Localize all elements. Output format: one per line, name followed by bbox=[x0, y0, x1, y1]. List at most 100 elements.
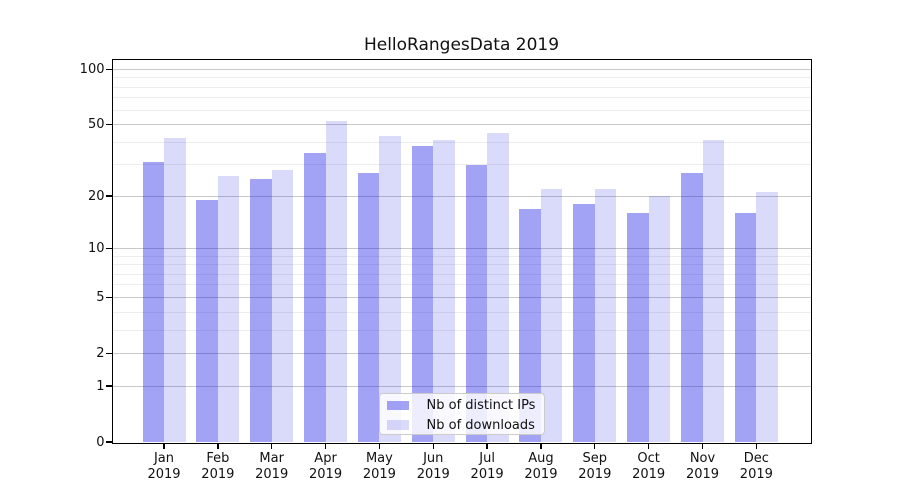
x-tick-mark bbox=[540, 443, 542, 449]
x-tick-mark bbox=[755, 443, 758, 449]
x-tick-month: Jan bbox=[153, 451, 175, 466]
y-gridline-major bbox=[113, 247, 811, 249]
y-gridline-minor bbox=[113, 284, 811, 286]
y-gridline-minor bbox=[113, 86, 811, 88]
x-tick-mark bbox=[378, 443, 381, 449]
legend-label: Nb of distinct IPs bbox=[426, 398, 536, 413]
y-tick-label: 50 bbox=[87, 117, 105, 133]
y-gridline-minor bbox=[113, 109, 811, 111]
legend-swatch bbox=[386, 420, 409, 430]
x-tick-month: Sep bbox=[582, 451, 608, 466]
legend-item: Nb of downloads bbox=[380, 415, 544, 435]
bar-oct-series1 bbox=[648, 196, 671, 442]
bar-sep-series0 bbox=[573, 204, 595, 442]
bar-apr-series0 bbox=[304, 152, 326, 442]
y-gridline-major bbox=[113, 68, 811, 70]
y-gridline-major bbox=[113, 195, 811, 197]
x-tick-label: Jul 2019 bbox=[455, 451, 519, 483]
x-tick-month: Mar bbox=[259, 451, 284, 466]
bar-jul-series1 bbox=[487, 132, 509, 442]
x-tick-label: Nov 2019 bbox=[671, 451, 735, 483]
x-tick-mark bbox=[163, 443, 165, 449]
x-tick-label: Aug 2019 bbox=[509, 451, 573, 483]
bar-apr-series1 bbox=[325, 121, 348, 442]
x-tick-month: Aug bbox=[528, 451, 554, 466]
y-tick-mark bbox=[105, 296, 112, 299]
x-tick-label: Apr 2019 bbox=[294, 451, 358, 483]
x-tick-label: May 2019 bbox=[347, 451, 411, 483]
y-gridline-minor bbox=[113, 273, 811, 275]
y-tick-label: 1 bbox=[96, 378, 105, 394]
legend-swatch bbox=[386, 400, 409, 411]
x-tick-year: 2019 bbox=[578, 467, 612, 482]
x-tick-year: 2019 bbox=[147, 467, 181, 482]
y-gridline-minor bbox=[113, 264, 811, 266]
bar-aug-series0 bbox=[519, 208, 541, 442]
y-tick-label: 5 bbox=[96, 289, 105, 305]
y-gridline-major bbox=[113, 385, 811, 387]
x-tick-month: Apr bbox=[314, 451, 337, 466]
x-tick-month: Feb bbox=[206, 451, 230, 466]
legend-item: Nb of distinct IPs bbox=[380, 396, 544, 416]
bar-jun-series1 bbox=[433, 140, 455, 442]
bar-feb-series1 bbox=[217, 175, 240, 442]
y-tick-mark bbox=[105, 68, 112, 71]
x-tick-mark bbox=[647, 443, 650, 449]
y-tick-label: 0 bbox=[96, 434, 105, 450]
y-tick-label: 2 bbox=[96, 345, 105, 361]
y-tick-mark bbox=[105, 123, 112, 126]
x-tick-mark bbox=[271, 443, 273, 449]
bar-jan-series0 bbox=[142, 162, 164, 442]
bar-aug-series1 bbox=[540, 188, 563, 442]
x-tick-label: Jan 2019 bbox=[132, 451, 196, 483]
x-tick-year: 2019 bbox=[309, 467, 343, 482]
x-tick-mark bbox=[701, 443, 704, 449]
x-tick-year: 2019 bbox=[362, 467, 396, 482]
x-tick-year: 2019 bbox=[416, 467, 450, 482]
x-tick-mark bbox=[432, 443, 434, 449]
x-tick-label: Feb 2019 bbox=[186, 451, 250, 483]
bar-dec-series1 bbox=[756, 192, 778, 442]
y-tick-label: 100 bbox=[79, 61, 105, 77]
x-tick-year: 2019 bbox=[685, 467, 720, 482]
x-tick-year: 2019 bbox=[255, 467, 289, 482]
bar-sep-series1 bbox=[594, 188, 617, 442]
x-tick-mark bbox=[324, 443, 327, 449]
bar-mar-series1 bbox=[271, 170, 294, 442]
plot-area: Jan 2019 Feb 2019 Mar 2019 Apr 2019 May 2019 Jun 20… bbox=[105, 59, 812, 482]
x-tick-label: Mar 2019 bbox=[240, 451, 304, 483]
chart-title: HelloRangesData 2019 bbox=[363, 35, 560, 55]
y-gridline-minor bbox=[113, 77, 811, 79]
x-tick-month: Jun bbox=[423, 451, 444, 466]
y-gridline-minor bbox=[113, 329, 811, 331]
y-tick-mark bbox=[105, 195, 112, 197]
bar-jan-series1 bbox=[164, 138, 186, 442]
y-tick-mark bbox=[105, 441, 112, 443]
x-tick-month: Nov bbox=[689, 451, 716, 466]
bar-may-series1 bbox=[379, 136, 401, 442]
bar-nov-series0 bbox=[681, 172, 703, 442]
bar-may-series0 bbox=[357, 172, 380, 442]
bar-oct-series0 bbox=[627, 213, 649, 442]
y-gridline-minor bbox=[113, 97, 811, 99]
x-tick-year: 2019 bbox=[524, 467, 558, 482]
bar-nov-series1 bbox=[702, 140, 724, 442]
x-tick-month: Jul bbox=[479, 451, 495, 466]
x-tick-month: Oct bbox=[637, 451, 660, 466]
y-gridline-minor bbox=[113, 141, 811, 143]
y-gridline-minor bbox=[113, 255, 811, 257]
x-tick-year: 2019 bbox=[739, 467, 773, 482]
x-tick-label: Jun 2019 bbox=[401, 451, 465, 483]
x-tick-mark bbox=[486, 443, 488, 449]
x-tick-label: Sep 2019 bbox=[563, 451, 627, 483]
y-gridline-major bbox=[113, 296, 811, 298]
x-tick-month: Dec bbox=[743, 451, 769, 466]
y-gridline-minor bbox=[113, 311, 811, 313]
y-tick-mark bbox=[105, 385, 112, 387]
bar-jul-series0 bbox=[465, 164, 488, 442]
legend: Nb of distinct IPs Nb of downloads bbox=[378, 392, 545, 435]
bar-feb-series0 bbox=[196, 200, 218, 442]
bar-dec-series0 bbox=[734, 213, 757, 442]
x-tick-label: Oct 2019 bbox=[617, 451, 681, 483]
